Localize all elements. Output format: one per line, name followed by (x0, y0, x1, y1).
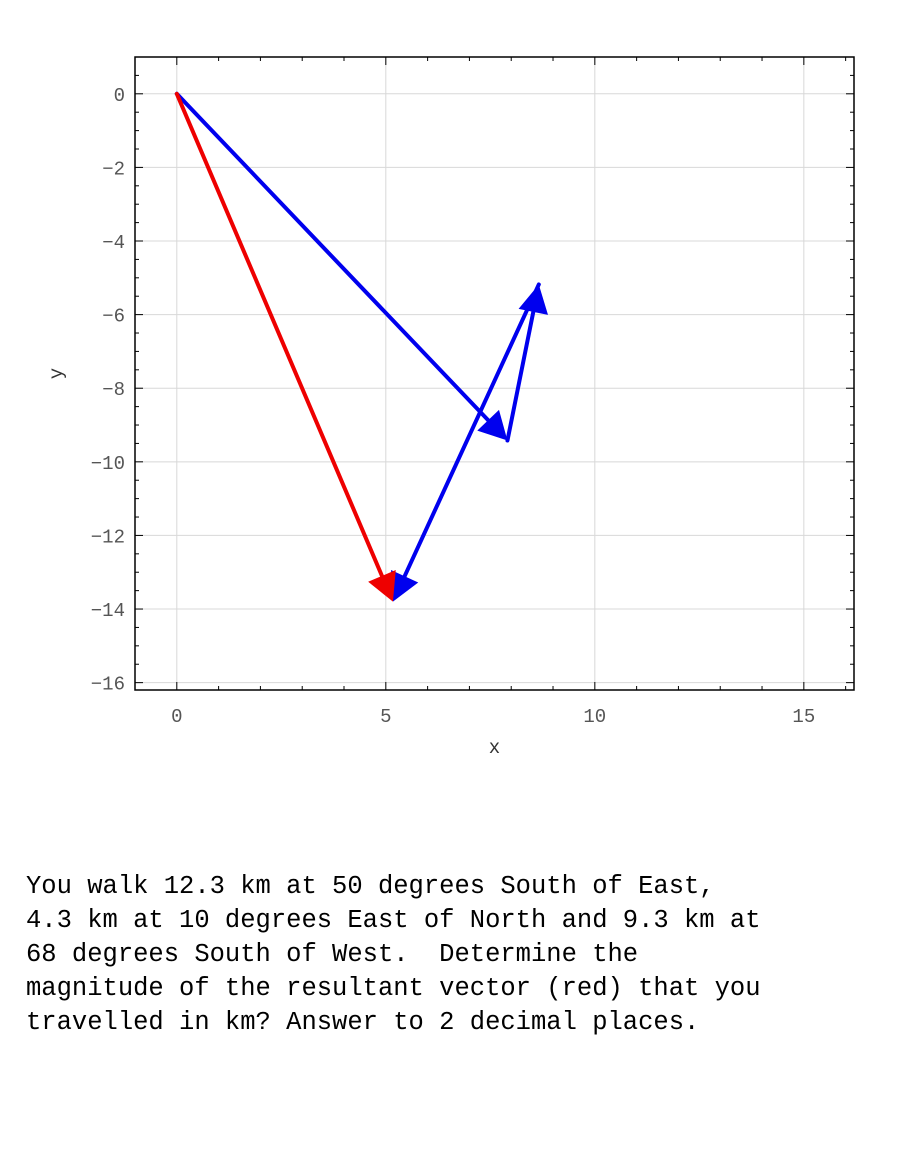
vector-line (505, 307, 536, 443)
vector-line (174, 91, 385, 580)
x-tick-label: 0 (171, 706, 182, 728)
question-line: travelled in km? Answer to 2 decimal pla… (26, 1008, 700, 1037)
y-tick-label: −10 (91, 453, 125, 475)
x-tick-label: 15 (792, 706, 815, 728)
vector-arrowhead (477, 409, 508, 441)
x-tick-label: 10 (583, 706, 606, 728)
y-tick-label: −16 (91, 674, 125, 696)
y-tick-label: −6 (102, 306, 125, 328)
vector-arrowhead (390, 569, 419, 602)
y-tick-label: 0 (114, 85, 125, 107)
vector-chart: 0 5 10 15 0 −2 −4 −6 −8 −10 −12 −14 −16 x y (46, 56, 855, 759)
question-line: 68 degrees South of West. Determine the (26, 940, 639, 969)
vector-arrowhead (368, 570, 396, 602)
question-line: magnitude of the resultant vector (red) … (26, 974, 761, 1003)
x-axis-label: x (489, 737, 500, 759)
y-tick-label: −8 (102, 379, 125, 401)
plot-frame (134, 56, 855, 691)
grid (135, 57, 854, 690)
y-tick-label: −12 (91, 526, 125, 548)
y-axis-label: y (46, 368, 68, 379)
question-line: You walk 12.3 km at 50 degrees South of … (26, 872, 715, 901)
x-tick-label: 5 (380, 706, 391, 728)
y-tick-label: −14 (91, 600, 125, 622)
question-text: You walk 12.3 km at 50 degrees South of … (26, 870, 886, 1040)
axis-ticks (134, 56, 854, 690)
y-tick-label: −2 (102, 158, 125, 180)
y-tick-labels: 0 −2 −4 −6 −8 −10 −12 −14 −16 (91, 85, 125, 696)
y-tick-label: −4 (102, 232, 125, 254)
x-tick-labels: 0 5 10 15 (171, 706, 815, 728)
question-line: 4.3 km at 10 degrees East of North and 9… (26, 906, 761, 935)
vector-line (401, 282, 541, 581)
vector-line (174, 91, 492, 424)
vectors (174, 91, 549, 602)
